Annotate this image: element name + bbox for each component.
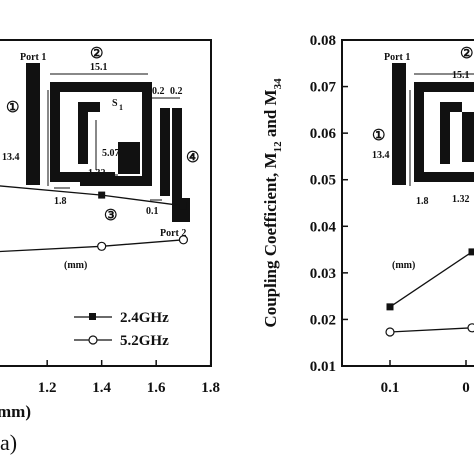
left-series-group <box>0 185 189 253</box>
right-y-tick-label-5: 0.06 <box>310 126 337 142</box>
left-inset-dim-13-4: 13.4 <box>2 152 20 163</box>
right-series-group <box>385 248 474 337</box>
left-x-tick-label-2: 1.6 <box>147 380 166 396</box>
left-subplot-label: a) <box>0 430 17 455</box>
left-inset-circle-3: ③ <box>104 208 117 224</box>
left-inset-labels: Port 1 Port 2 ① ② ③ ④ 15.1 13.4 5.07 1.3… <box>2 46 199 271</box>
right-plot-frame <box>341 39 474 367</box>
right-point-1-1 <box>467 323 474 333</box>
right-inset-resonator <box>392 63 474 186</box>
left-inset-port1-label: Port 1 <box>20 52 46 63</box>
left-x-tick-label-3: 1.8 <box>201 380 220 396</box>
right-y-axis: 0.01 0.02 0.03 0.04 0.05 0.06 0.07 0.08 <box>310 33 348 375</box>
left-inset-dim-s: S <box>112 98 118 109</box>
right-point-0-0 <box>386 303 394 311</box>
left-inset-dim-15-1: 15.1 <box>90 62 108 73</box>
right-point-1-0 <box>385 327 395 337</box>
left-inset-dim-0-2b: 0.2 <box>170 86 183 97</box>
right-inset-unit: (mm) <box>392 260 415 271</box>
right-y-tick-label-1: 0.02 <box>310 312 336 328</box>
left-legend: 2.4GHz 5.2GHz <box>74 310 169 349</box>
right-series-line-0 <box>389 251 473 308</box>
left-inset-dim-0-2a: 0.2 <box>152 86 165 97</box>
legend-label-2-4ghz: 2.4GHz <box>120 310 169 326</box>
left-point-1-1 <box>97 241 107 251</box>
right-y-tick-label-3: 0.04 <box>310 219 337 235</box>
right-inset-dim-1-8: 1.8 <box>416 196 429 207</box>
left-point-0-2 <box>179 202 187 210</box>
right-panel: Coupling Coefficient, M12 and M34 0.010.… <box>261 33 474 396</box>
right-inset-dim-13-4: 13.4 <box>372 150 390 161</box>
left-x-axis: 1.2 1.4 1.6 1.8 <box>38 360 220 396</box>
right-y-axis-label: Coupling Coefficient, M12 and M34 <box>261 78 284 328</box>
left-point-0-1 <box>98 191 106 199</box>
right-y-tick-label-2: 0.03 <box>310 266 336 282</box>
left-series-line-0 <box>0 185 184 207</box>
left-inset-dim-1-32: 1.32 <box>88 168 106 179</box>
left-plot-frame <box>0 39 212 367</box>
left-inset-circle-1: ① <box>6 100 19 116</box>
left-inset-circle-2: ② <box>90 46 103 62</box>
left-point-1-2 <box>178 235 189 245</box>
right-inset-dim-15-1: 15.1 <box>452 70 470 81</box>
left-inset-dim-5-07: 5.07 <box>102 148 120 159</box>
left-inset-dim-s-sub: 1 <box>119 103 123 112</box>
right-y-tick-label-6: 0.07 <box>310 80 337 96</box>
right-inset-dim-1-32: 1.32 <box>452 194 470 205</box>
legend-marker-2-4ghz <box>89 313 96 320</box>
right-x-tick-label-0: 0.1 <box>381 380 400 396</box>
right-y-tick-label-4: 0.05 <box>310 173 336 189</box>
left-inset-resonator <box>26 63 190 222</box>
left-inset-port2-label: Port 2 <box>160 228 186 239</box>
left-panel: Port 1 Port 2 ① ② ③ ④ 15.1 13.4 5.07 1.3… <box>0 39 220 455</box>
left-inset-circle-4: ④ <box>186 150 199 166</box>
left-inset-dim-1-8: 1.8 <box>54 196 67 207</box>
left-x-axis-label: mm) <box>0 402 31 421</box>
right-series-line-1 <box>389 327 473 333</box>
right-inset-port1-label: Port 1 <box>384 52 410 63</box>
right-point-0-1 <box>468 248 474 256</box>
right-inset-circle-1: ① <box>372 128 385 144</box>
right-x-axis: 0.1 0 <box>381 360 470 396</box>
legend-marker-5-2ghz <box>88 335 98 345</box>
right-inset-labels: Port 1 ① ② 15.1 13.4 1.8 1.32 (mm) <box>372 46 473 271</box>
right-x-tick-label-1: 0 <box>462 380 470 396</box>
right-y-tick-label-7: 0.08 <box>310 33 336 49</box>
left-x-tick-label-0: 1.2 <box>38 380 57 396</box>
right-inset-circle-2: ② <box>460 46 473 62</box>
right-y-tick-label-0: 0.01 <box>310 359 336 375</box>
left-inset-unit: (mm) <box>64 260 87 271</box>
legend-label-5-2ghz: 5.2GHz <box>120 333 169 349</box>
left-x-tick-label-1: 1.4 <box>92 380 111 396</box>
left-inset-dim-0-1: 0.1 <box>146 206 159 217</box>
left-series-line-1 <box>0 239 184 253</box>
